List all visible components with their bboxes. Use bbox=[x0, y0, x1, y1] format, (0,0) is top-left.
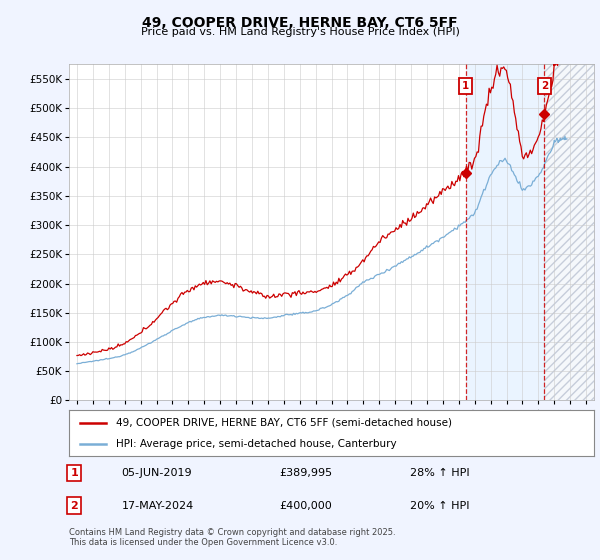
Text: 05-JUN-2019: 05-JUN-2019 bbox=[121, 468, 192, 478]
Text: 2: 2 bbox=[70, 501, 78, 511]
Text: 2: 2 bbox=[541, 81, 548, 91]
Text: £400,000: £400,000 bbox=[279, 501, 332, 511]
Text: 49, COOPER DRIVE, HERNE BAY, CT6 5FF (semi-detached house): 49, COOPER DRIVE, HERNE BAY, CT6 5FF (se… bbox=[116, 418, 452, 428]
Bar bbox=[544, 64, 594, 400]
Text: Contains HM Land Registry data © Crown copyright and database right 2025.
This d: Contains HM Land Registry data © Crown c… bbox=[69, 528, 395, 548]
Text: HPI: Average price, semi-detached house, Canterbury: HPI: Average price, semi-detached house,… bbox=[116, 439, 397, 449]
Text: £389,995: £389,995 bbox=[279, 468, 332, 478]
Text: 17-MAY-2024: 17-MAY-2024 bbox=[121, 501, 194, 511]
Text: 49, COOPER DRIVE, HERNE BAY, CT6 5FF: 49, COOPER DRIVE, HERNE BAY, CT6 5FF bbox=[142, 16, 458, 30]
Text: 1: 1 bbox=[462, 81, 469, 91]
Text: 20% ↑ HPI: 20% ↑ HPI bbox=[410, 501, 470, 511]
Text: 28% ↑ HPI: 28% ↑ HPI bbox=[410, 468, 470, 478]
Text: Price paid vs. HM Land Registry's House Price Index (HPI): Price paid vs. HM Land Registry's House … bbox=[140, 27, 460, 38]
Bar bbox=[466, 64, 544, 400]
Text: 1: 1 bbox=[70, 468, 78, 478]
Bar bbox=[544, 64, 594, 400]
